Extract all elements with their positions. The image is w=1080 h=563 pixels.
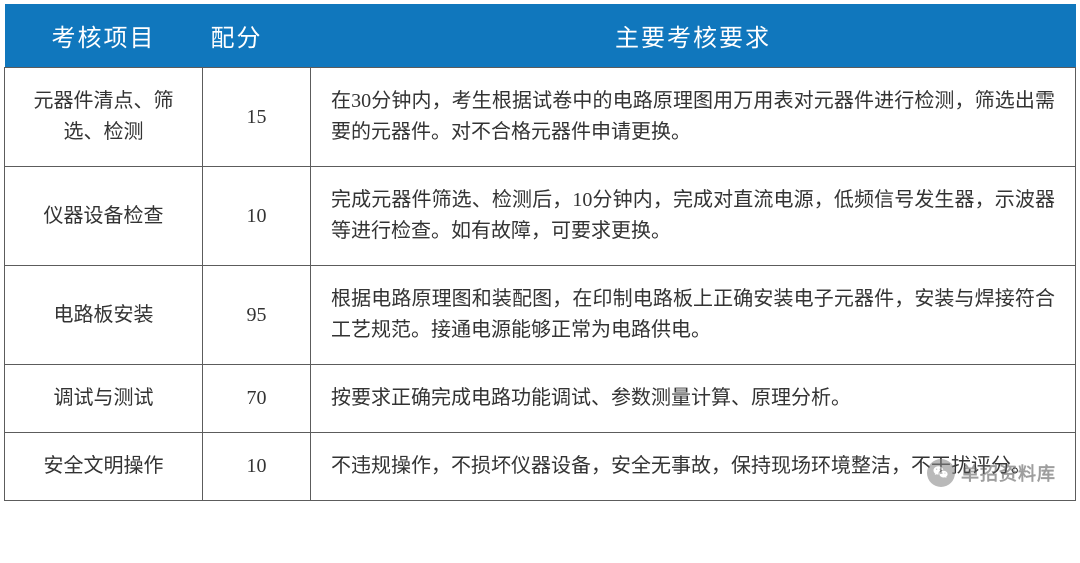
cell-requirement: 完成元器件筛选、检测后，10分钟内，完成对直流电源，低频信号发生器，示波器等进行… — [311, 167, 1076, 266]
cell-item: 安全文明操作 — [5, 433, 203, 501]
cell-item: 元器件清点、筛选、检测 — [5, 68, 203, 167]
cell-requirement: 不违规操作，不损坏仪器设备，安全无事故，保持现场环境整洁，不干扰评分。 — [311, 433, 1076, 501]
cell-item: 电路板安装 — [5, 266, 203, 365]
cell-score: 10 — [203, 433, 311, 501]
cell-requirement: 按要求正确完成电路功能调试、参数测量计算、原理分析。 — [311, 365, 1076, 433]
header-requirement: 主要考核要求 — [311, 4, 1076, 68]
cell-score: 70 — [203, 365, 311, 433]
cell-score: 10 — [203, 167, 311, 266]
table-row: 仪器设备检查 10 完成元器件筛选、检测后，10分钟内，完成对直流电源，低频信号… — [5, 167, 1076, 266]
table-row: 元器件清点、筛选、检测 15 在30分钟内，考生根据试卷中的电路原理图用万用表对… — [5, 68, 1076, 167]
table-body: 元器件清点、筛选、检测 15 在30分钟内，考生根据试卷中的电路原理图用万用表对… — [5, 68, 1076, 501]
cell-requirement: 在30分钟内，考生根据试卷中的电路原理图用万用表对元器件进行检测，筛选出需要的元… — [311, 68, 1076, 167]
table-row: 安全文明操作 10 不违规操作，不损坏仪器设备，安全无事故，保持现场环境整洁，不… — [5, 433, 1076, 501]
assessment-table: 考核项目 配分 主要考核要求 元器件清点、筛选、检测 15 在30分钟内，考生根… — [4, 4, 1076, 501]
table-row: 调试与测试 70 按要求正确完成电路功能调试、参数测量计算、原理分析。 — [5, 365, 1076, 433]
header-score: 配分 — [203, 4, 311, 68]
cell-requirement: 根据电路原理图和装配图，在印制电路板上正确安装电子元器件，安装与焊接符合工艺规范… — [311, 266, 1076, 365]
cell-item: 仪器设备检查 — [5, 167, 203, 266]
cell-score: 15 — [203, 68, 311, 167]
cell-item: 调试与测试 — [5, 365, 203, 433]
table-header: 考核项目 配分 主要考核要求 — [5, 4, 1076, 68]
table-row: 电路板安装 95 根据电路原理图和装配图，在印制电路板上正确安装电子元器件，安装… — [5, 266, 1076, 365]
header-item: 考核项目 — [5, 4, 203, 68]
cell-score: 95 — [203, 266, 311, 365]
